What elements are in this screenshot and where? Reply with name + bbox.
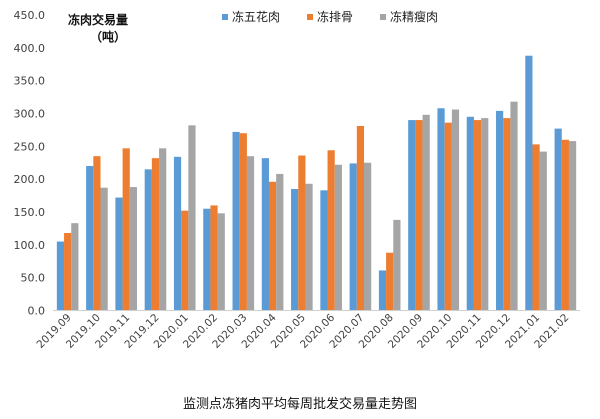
- bar-3-2020.08: [393, 219, 401, 311]
- bar-1-2020.04: [261, 158, 269, 311]
- bar-2-2020.08: [386, 252, 394, 311]
- bar-1-2020.06: [320, 190, 328, 311]
- bar-3-2020.01: [188, 125, 196, 311]
- y-tick-label: 300.0: [14, 108, 46, 121]
- bar-2-2019.10: [93, 156, 101, 311]
- bar-1-2020.01: [173, 156, 182, 311]
- bar-2-2019.09: [64, 233, 72, 311]
- y-tick-label: 250.0: [14, 140, 46, 153]
- bar-1-2019.10: [86, 166, 94, 311]
- bar-3-2019.12: [159, 148, 167, 311]
- legend-swatch-2: [307, 14, 313, 20]
- y-axis-unit: （吨）: [90, 29, 126, 44]
- bar-1-2020.10: [437, 108, 445, 311]
- bar-2-2020.04: [268, 181, 277, 311]
- y-axis-label: 冻肉交易量: [68, 12, 128, 27]
- bar-2-2020.03: [239, 133, 247, 311]
- y-tick-label: 0.0: [28, 305, 46, 318]
- bar-3-2019.10: [100, 187, 108, 311]
- y-axis-ticks: 0.0 50.0 100.0 150.0 200.0 250.0 300.0 350.0 400…: [14, 9, 46, 318]
- bar-1-2020.02: [203, 208, 211, 311]
- bar-2-2019.12: [151, 158, 160, 311]
- bar-3-2020.10: [451, 109, 460, 311]
- legend-swatch-3: [380, 14, 386, 20]
- bar-1-2020.11: [466, 116, 474, 311]
- bar-2-2020.09: [415, 120, 423, 311]
- bar-1-2020.12: [496, 110, 504, 311]
- bar-1-2019.09: [56, 241, 65, 311]
- bar-3-2019.09: [71, 223, 79, 311]
- legend-swatch-1: [222, 14, 228, 20]
- y-tick-label: 200.0: [14, 173, 46, 186]
- y-tick-label: 100.0: [14, 239, 46, 252]
- bar-3-2020.03: [246, 156, 255, 311]
- bar-3-2020.02: [217, 213, 225, 311]
- bar-2-2020.05: [298, 155, 306, 311]
- bar-1-2021.01: [525, 55, 533, 311]
- bar-3-2020.09: [422, 114, 430, 311]
- bar-3-2020.05: [305, 183, 313, 311]
- bar-2-2020.01: [181, 210, 189, 311]
- bar-2-2021.02: [561, 139, 569, 311]
- y-tick-label: 400.0: [14, 42, 46, 55]
- bar-3-2019.11: [129, 187, 137, 311]
- y-tick-label: 450.0: [14, 9, 46, 22]
- x-axis-ticks: 2019.092019.102019.112019.122020.012020.…: [35, 311, 572, 350]
- bar-2-2020.02: [210, 205, 218, 311]
- bar-3-2021.02: [568, 141, 577, 311]
- bar-1-2020.08: [378, 270, 387, 311]
- bar-3-2020.07: [364, 162, 372, 311]
- bar-2-2020.12: [503, 118, 511, 311]
- bars: [56, 55, 577, 311]
- bar-3-2020.12: [510, 101, 518, 311]
- legend-label-3: 冻精瘦肉: [390, 9, 438, 24]
- bar-1-2019.12: [144, 169, 152, 311]
- legend-label-1: 冻五花肉: [232, 9, 280, 24]
- bar-3-2020.06: [334, 164, 342, 311]
- bar-2-2019.11: [122, 148, 130, 311]
- bar-1-2019.11: [115, 197, 123, 311]
- y-tick-label: 50.0: [21, 272, 46, 285]
- legend-label-2: 冻排骨: [317, 9, 353, 24]
- bar-3-2020.11: [481, 118, 489, 311]
- bar-1-2020.07: [349, 163, 357, 311]
- legend: 冻五花肉 冻排骨 冻精瘦肉: [222, 9, 438, 24]
- bar-2-2020.06: [327, 150, 335, 311]
- bar-2-2020.10: [444, 122, 452, 311]
- bar-1-2020.05: [291, 189, 299, 311]
- bar-2-2020.07: [356, 125, 365, 311]
- bar-2-2021.01: [532, 144, 540, 311]
- bar-1-2021.02: [554, 128, 562, 311]
- bar-1-2020.09: [408, 120, 416, 311]
- bar-1-2020.03: [232, 131, 240, 311]
- chart-caption: 监测点冻猪肉平均每周批发交易量走势图: [183, 396, 417, 412]
- y-tick-label: 150.0: [14, 206, 46, 219]
- bar-3-2020.04: [276, 173, 284, 311]
- y-tick-label: 350.0: [14, 75, 46, 88]
- bar-2-2020.11: [473, 120, 482, 311]
- bar-3-2021.01: [539, 151, 547, 311]
